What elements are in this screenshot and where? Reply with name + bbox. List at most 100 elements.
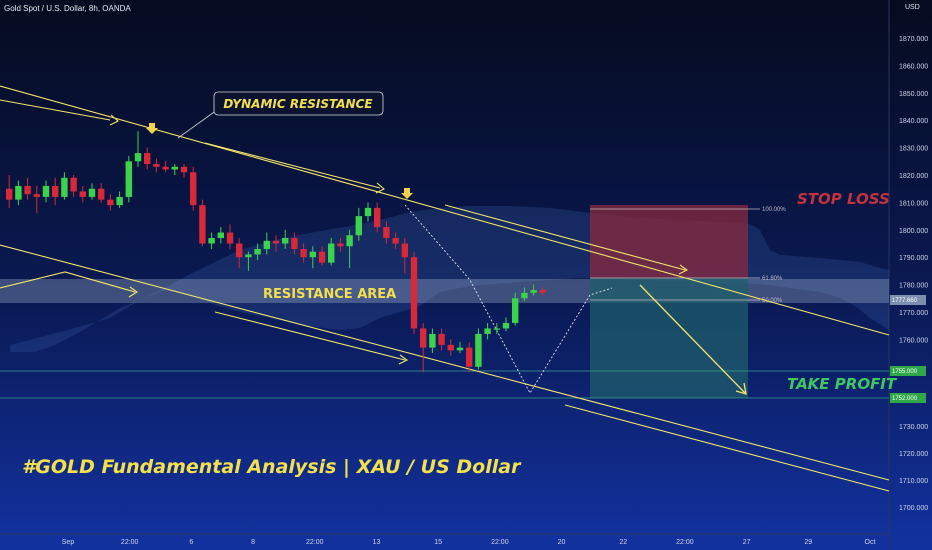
time-tick-label: 22:00 <box>676 539 694 546</box>
take-profit-zone <box>590 278 748 398</box>
candle-body <box>107 199 114 206</box>
candle-body <box>52 185 59 197</box>
projection-arrowhead-icon <box>735 382 747 395</box>
chart-header-title: Gold Spot / U.S. Dollar, 8h, OANDA <box>4 4 131 13</box>
candle-body <box>484 328 491 334</box>
time-tick-label: 22:00 <box>491 539 509 546</box>
price-tick-label: 1760.000 <box>899 337 928 344</box>
candle-body <box>226 232 234 244</box>
fib-label-50: 50.00% <box>762 298 783 304</box>
candle-body <box>512 298 519 323</box>
candle-body <box>15 185 22 200</box>
arrowhead-3 <box>678 264 689 275</box>
time-tick-label: 22 <box>619 539 627 546</box>
currency-label: USD <box>905 4 920 11</box>
candle-body <box>125 161 132 197</box>
arrowhead-4 <box>128 286 138 298</box>
candle-body <box>291 238 298 249</box>
candle-body <box>392 238 399 244</box>
candle-body <box>300 248 307 258</box>
price-tag-level1-bg <box>890 366 926 376</box>
candle-body <box>438 333 445 345</box>
peak-arrow-icon-2 <box>401 188 413 199</box>
stop-loss-zone <box>590 205 748 278</box>
peak-markers <box>146 123 413 199</box>
price-tag-level2: 1752.000 <box>892 396 918 402</box>
upper-channel-short-2 <box>204 142 381 189</box>
price-tag-level1: 1755.000 <box>892 369 918 375</box>
price-tick-label: 1810.000 <box>899 200 928 207</box>
candle-body <box>79 191 86 197</box>
candle-body <box>42 185 50 197</box>
price-tick-label: 1780.000 <box>899 283 928 290</box>
price-tick-label: 1770.000 <box>899 310 928 317</box>
candle-body <box>217 232 224 239</box>
candle-body <box>374 207 381 228</box>
time-tick-label: 29 <box>804 539 812 546</box>
price-tick-label: 1820.000 <box>899 173 928 180</box>
candle-body <box>88 188 96 197</box>
candle-body <box>162 166 169 170</box>
time-tick-label: Oct <box>865 539 876 546</box>
price-tick-label: 1840.000 <box>899 118 928 125</box>
candle-body <box>24 185 31 195</box>
upper-channel-short-3 <box>444 204 686 271</box>
candle-body <box>447 344 454 351</box>
channel-lines <box>0 85 890 492</box>
upper-channel-short-1 <box>0 99 111 121</box>
price-tick-label: 1830.000 <box>899 146 928 153</box>
candle-body <box>530 290 537 293</box>
price-tick-label: 1850.000 <box>899 91 928 98</box>
candle-body <box>199 205 206 244</box>
candle-body <box>475 333 482 367</box>
time-tick-label: 22:00 <box>121 539 139 546</box>
candle-body <box>401 243 408 258</box>
lower-channel-inner <box>564 404 890 492</box>
peak-arrow-icon-1 <box>146 123 158 134</box>
candle-body <box>180 166 188 173</box>
arrowhead-2 <box>375 182 385 194</box>
candle-body <box>263 240 270 249</box>
candle-body <box>410 257 418 329</box>
candle-body <box>521 292 528 299</box>
candle-body <box>98 188 105 200</box>
candle-body <box>61 177 68 197</box>
candle-body <box>245 254 252 258</box>
time-tick-label: 15 <box>434 539 442 546</box>
projection-arrow <box>639 284 746 394</box>
candle-body <box>236 243 243 258</box>
dynamic-resistance-box <box>213 91 384 116</box>
arrowhead-5 <box>398 354 409 365</box>
stop-loss-label: STOP LOSS <box>797 190 890 208</box>
candle-body <box>153 164 160 167</box>
candle-body <box>429 333 436 348</box>
price-tick-label: 1730.000 <box>899 424 928 431</box>
price-tick-label: 1720.000 <box>899 451 928 458</box>
candle-body <box>208 238 215 244</box>
price-tag-current-bg <box>890 295 926 305</box>
candle-body <box>502 322 510 329</box>
dynamic-resistance-pointer <box>177 109 218 139</box>
fib-label-100: 100.00% <box>762 207 786 213</box>
candle-body <box>355 216 362 236</box>
candle-body <box>456 347 464 351</box>
time-tick-label: Sep <box>62 539 75 546</box>
candle-body <box>318 251 326 263</box>
price-tick-label: 1800.000 <box>899 228 928 235</box>
candle-body <box>6 188 13 200</box>
upper-channel-outer <box>0 85 890 336</box>
time-tick-label: 6 <box>189 539 193 546</box>
candle-body <box>328 243 335 263</box>
lower-channel-outer <box>0 244 890 481</box>
price-tag-current: 1777.660 <box>892 298 918 304</box>
price-tick-label: 1700.000 <box>899 505 928 512</box>
guide-arrowheads <box>109 114 689 365</box>
candles-group <box>6 131 546 373</box>
candle-body <box>346 235 353 247</box>
time-tick-label: 20 <box>558 539 566 546</box>
candle-body <box>337 243 344 247</box>
lower-channel-short <box>214 311 406 361</box>
arrowhead-1 <box>109 114 119 126</box>
resistance-arrow-line <box>0 271 136 293</box>
